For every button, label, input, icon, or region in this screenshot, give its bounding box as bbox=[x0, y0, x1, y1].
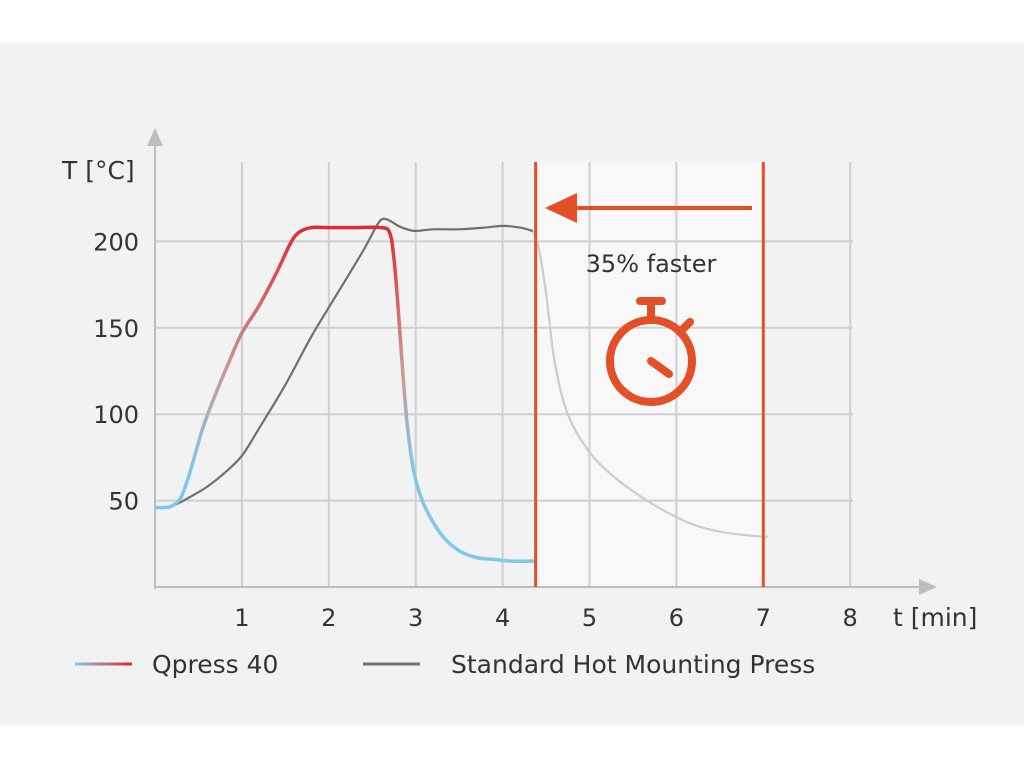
chart-panel bbox=[0, 43, 1024, 725]
y-tick-labels: 50 100 150 200 bbox=[93, 228, 139, 515]
x-axis-label: t [min] bbox=[893, 603, 977, 632]
y-axis-arrow bbox=[147, 128, 163, 146]
left-arrow bbox=[545, 193, 752, 223]
grid bbox=[155, 162, 853, 587]
legend: Qpress 40 Standard Hot Mounting Press bbox=[75, 650, 815, 679]
x-tick-labels: 1 2 3 4 5 6 7 8 bbox=[234, 604, 858, 632]
x-tick-label: 5 bbox=[582, 604, 597, 632]
series-line-qpress bbox=[154, 225, 536, 563]
x-tick-label: 4 bbox=[495, 604, 510, 632]
x-tick-label: 3 bbox=[408, 604, 423, 632]
series-line-standard bbox=[154, 217, 534, 509]
series-line-standard-tail bbox=[531, 230, 768, 538]
highlight-band bbox=[535, 162, 764, 587]
stopwatch-icon bbox=[606, 297, 696, 406]
y-axis-label: T [°C] bbox=[61, 156, 135, 185]
x-tick-label: 7 bbox=[756, 604, 771, 632]
y-tick-label: 150 bbox=[93, 315, 139, 343]
x-tick-label: 8 bbox=[843, 604, 858, 632]
x-tick-label: 1 bbox=[234, 604, 249, 632]
y-tick-label: 200 bbox=[93, 228, 139, 256]
y-tick-label: 100 bbox=[93, 401, 139, 429]
series-group bbox=[154, 217, 768, 563]
legend-label-qpress: Qpress 40 bbox=[152, 650, 278, 679]
legend-label-standard: Standard Hot Mounting Press bbox=[451, 650, 815, 679]
speedup-label: 35% faster bbox=[586, 250, 717, 278]
y-tick-label: 50 bbox=[108, 488, 139, 516]
x-axis-arrow bbox=[919, 579, 937, 595]
x-tick-label: 2 bbox=[321, 604, 336, 632]
x-tick-label: 6 bbox=[669, 604, 684, 632]
